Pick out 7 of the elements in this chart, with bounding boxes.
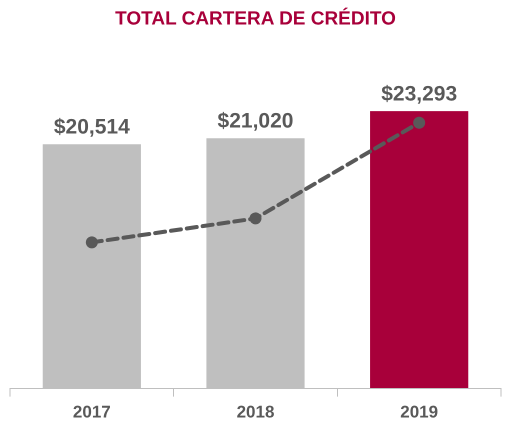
data-label: $20,514	[54, 116, 130, 139]
x-tick-label: 2017	[72, 402, 111, 422]
x-tick-label: 2018	[236, 402, 274, 422]
data-label: $23,293	[381, 82, 458, 106]
x-tick-label: 2019	[400, 402, 438, 422]
data-label: $21,020	[218, 110, 294, 133]
chart-title: TOTAL CARTERA DE CRÉDITO	[115, 8, 396, 30]
